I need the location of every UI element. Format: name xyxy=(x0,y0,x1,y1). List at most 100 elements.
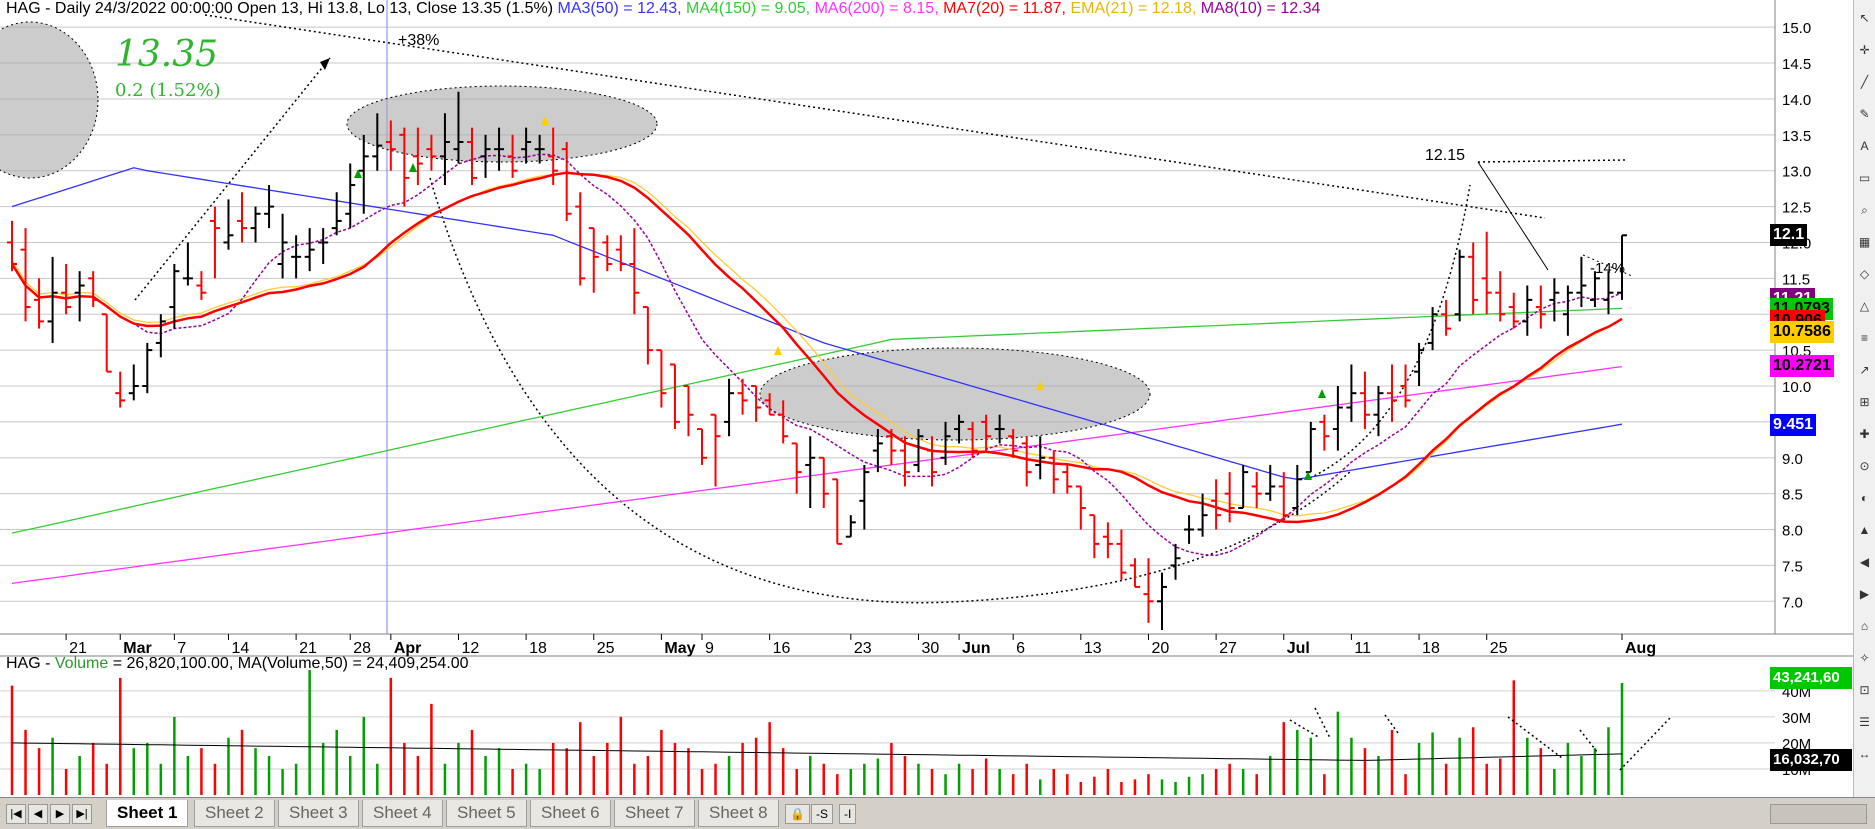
ohlc-bar xyxy=(1305,421,1316,474)
tab-sheet-4[interactable]: Sheet 4 xyxy=(362,800,443,827)
annotations: +38% 12.15 -14% xyxy=(354,32,1625,480)
ohlc-bar xyxy=(1116,529,1127,580)
x-tick-label: 6 xyxy=(1016,640,1025,657)
x-tick-label: 9 xyxy=(705,640,714,657)
prev-sheet-button[interactable]: ◀ xyxy=(28,804,48,824)
cursor-icon[interactable]: △ xyxy=(1859,299,1870,313)
text-icon[interactable]: ⊞ xyxy=(1859,395,1870,409)
pullback-line xyxy=(1582,254,1633,277)
ohlc-bar xyxy=(629,228,640,315)
ohlc-bar xyxy=(277,213,288,279)
ohlc-bar xyxy=(1359,371,1370,430)
chart-canvas[interactable]: 7.07.58.08.59.09.510.010.511.011.512.012… xyxy=(0,0,1875,797)
header-ma200: MA6(200) = 8.15, xyxy=(814,0,939,17)
ma200-line xyxy=(11,365,1623,585)
ohlc-bar xyxy=(954,414,965,444)
grid-icon[interactable]: ◐ xyxy=(1860,491,1869,505)
ohlc-bar xyxy=(250,206,261,243)
header-open: Open 13, xyxy=(237,0,304,17)
pen-icon[interactable]: ✎ xyxy=(1859,107,1870,121)
x-tick-label: Jun xyxy=(962,640,990,657)
line-icon[interactable]: ╱ xyxy=(1860,75,1869,89)
last-sheet-button[interactable]: ▶| xyxy=(72,804,92,824)
zoom-icon[interactable]: ⌕ xyxy=(1861,203,1868,217)
ma50-line xyxy=(11,167,1623,480)
tab-sheet-5[interactable]: Sheet 5 xyxy=(446,800,527,827)
s-button[interactable]: -S xyxy=(811,804,833,824)
zoom-icon[interactable]: ⊙ xyxy=(1859,459,1870,473)
ohlc-bar xyxy=(7,220,17,272)
grid-icon[interactable]: ▦ xyxy=(1858,235,1871,249)
tab-sheet-8[interactable]: Sheet 8 xyxy=(698,800,779,827)
lock-button[interactable]: 🔒 xyxy=(785,804,810,824)
cursor-icon[interactable]: ◀ xyxy=(1859,555,1870,569)
arrow-icon[interactable]: ↖ xyxy=(1859,11,1870,25)
ohlc-bar xyxy=(1008,429,1019,458)
ohlc-bar xyxy=(1292,464,1303,516)
ohlc-bar xyxy=(399,127,410,207)
tab-sheet-1[interactable]: Sheet 1 xyxy=(106,800,189,827)
y-tick-label: 10.0 xyxy=(1782,379,1811,396)
ohlc-bar xyxy=(737,378,748,415)
ohlc-bar xyxy=(61,264,72,315)
pen-icon[interactable]: ↗ xyxy=(1859,363,1870,377)
pattern-ellipse xyxy=(759,347,1151,441)
ohlc-bar xyxy=(318,228,329,264)
shape-icon[interactable]: ⊡ xyxy=(1859,683,1870,697)
ohlc-bar xyxy=(412,127,423,186)
next-sheet-button[interactable]: ▶ xyxy=(50,804,70,824)
ohlc-bar xyxy=(1184,515,1195,544)
ohlc-bar xyxy=(710,413,721,487)
grid-icon[interactable]: ↔ xyxy=(1858,747,1871,761)
pattern-ellipse xyxy=(0,21,99,179)
ohlc-bar xyxy=(1454,249,1465,322)
ohlc-bar xyxy=(223,199,234,250)
last-price: 13.35 xyxy=(115,34,219,75)
x-tick-label: 25 xyxy=(1490,640,1508,657)
moving-average-lines xyxy=(10,153,1623,585)
ohlc-bar xyxy=(101,313,112,373)
y-tick-label: 12.5 xyxy=(1782,200,1811,217)
tab-sheet-2[interactable]: Sheet 2 xyxy=(194,800,275,827)
line-icon[interactable]: ▶ xyxy=(1859,587,1870,601)
ohlc-bar xyxy=(142,342,153,394)
x-tick-label: 20 xyxy=(1151,640,1169,657)
ohlc-bar xyxy=(669,363,680,430)
price-change: 0.2 (1.52%) xyxy=(115,80,221,101)
ohlc-bar xyxy=(642,306,653,365)
ma20-line xyxy=(10,171,1623,524)
tab-sheet-7[interactable]: Sheet 7 xyxy=(614,800,695,827)
ohlc-bar xyxy=(1481,231,1492,315)
header-ema21: EMA(21) = 12.18, xyxy=(1070,0,1197,17)
first-sheet-button[interactable]: |◀ xyxy=(6,804,26,824)
shape-icon[interactable]: ✚ xyxy=(1859,427,1870,441)
i-button[interactable]: -I xyxy=(839,804,857,824)
pattern-ellipse xyxy=(346,85,658,163)
text-icon[interactable]: A xyxy=(1860,139,1869,153)
ohlc-bar xyxy=(331,192,342,236)
tab-sheet-3[interactable]: Sheet 3 xyxy=(278,800,359,827)
header-datetime: 24/3/2022 00:00:00 xyxy=(94,0,233,17)
text-icon[interactable]: ✧ xyxy=(1859,651,1870,665)
arrow-icon[interactable]: ▲ xyxy=(1858,523,1871,537)
x-tick-label: 18 xyxy=(529,640,547,657)
ohlc-bar xyxy=(1143,558,1154,623)
arrow-icon[interactable]: ◇ xyxy=(1859,267,1870,281)
volume-tag: 16,032,70 xyxy=(1770,749,1852,771)
cursor-icon[interactable]: ✛ xyxy=(1859,43,1870,57)
rally-trendline xyxy=(134,57,331,301)
zoom-icon[interactable]: ☰ xyxy=(1859,715,1870,729)
header-lo: Lo 13, xyxy=(367,0,412,17)
ohlc-bar xyxy=(304,228,315,272)
horizontal-scrollbar[interactable] xyxy=(1770,804,1867,824)
ohlc-bar xyxy=(47,256,58,343)
line-icon[interactable]: ≡ xyxy=(1860,331,1868,345)
header-ma50: MA3(50) = 12.43, xyxy=(557,0,682,17)
pen-icon[interactable]: ⌂ xyxy=(1860,619,1869,633)
ohlc-bar xyxy=(927,436,937,487)
tab-sheet-6[interactable]: Sheet 6 xyxy=(530,800,611,827)
ohlc-bar xyxy=(1346,364,1357,422)
x-tick-label: Apr xyxy=(394,640,422,657)
shape-icon[interactable]: ▭ xyxy=(1858,171,1871,185)
volume-tag: 43,241,60 xyxy=(1770,667,1852,689)
